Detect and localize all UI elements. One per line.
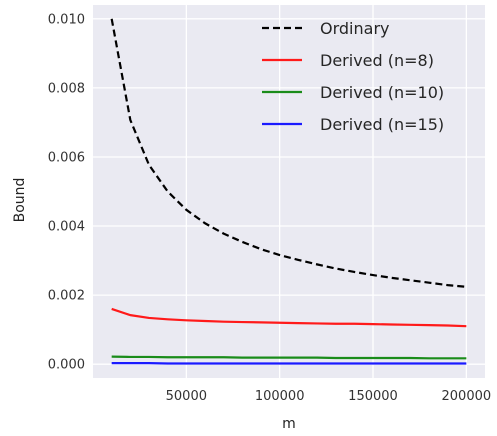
series-group bbox=[110, 18, 467, 365]
grid bbox=[93, 5, 485, 378]
plot-area bbox=[93, 5, 485, 378]
legend-label-1: Derived (n=8) bbox=[320, 51, 434, 70]
legend-label-2: Derived (n=10) bbox=[320, 83, 444, 102]
x-tick-label: 100000 bbox=[255, 389, 305, 404]
y-axis-ticks: 0.000 0.002 0.004 0.006 0.008 0.010 bbox=[48, 12, 85, 372]
y-tick-label: 0.004 bbox=[48, 220, 85, 235]
y-tick-label: 0.000 bbox=[48, 358, 85, 373]
legend-label-3: Derived (n=15) bbox=[320, 115, 444, 134]
x-tick-label: 50000 bbox=[166, 389, 207, 404]
x-tick-label: 200000 bbox=[442, 389, 492, 404]
y-tick-label: 0.002 bbox=[48, 289, 85, 304]
y-tick-label: 0.008 bbox=[48, 81, 85, 96]
series-line-0 bbox=[110, 18, 467, 288]
x-axis-label: m bbox=[282, 416, 296, 432]
x-axis-ticks: 50000 100000 150000 200000 bbox=[166, 389, 492, 404]
y-axis-label: Bound bbox=[12, 178, 28, 223]
legend-label-0: Ordinary bbox=[320, 19, 389, 38]
series-line-1 bbox=[111, 307, 467, 328]
series-line-2 bbox=[111, 355, 467, 360]
y-tick-label: 0.006 bbox=[48, 150, 85, 165]
y-tick-label: 0.010 bbox=[48, 12, 85, 27]
x-tick-label: 150000 bbox=[348, 389, 398, 404]
legend: Ordinary Derived (n=8) Derived (n=10) Deriv… bbox=[262, 19, 444, 134]
